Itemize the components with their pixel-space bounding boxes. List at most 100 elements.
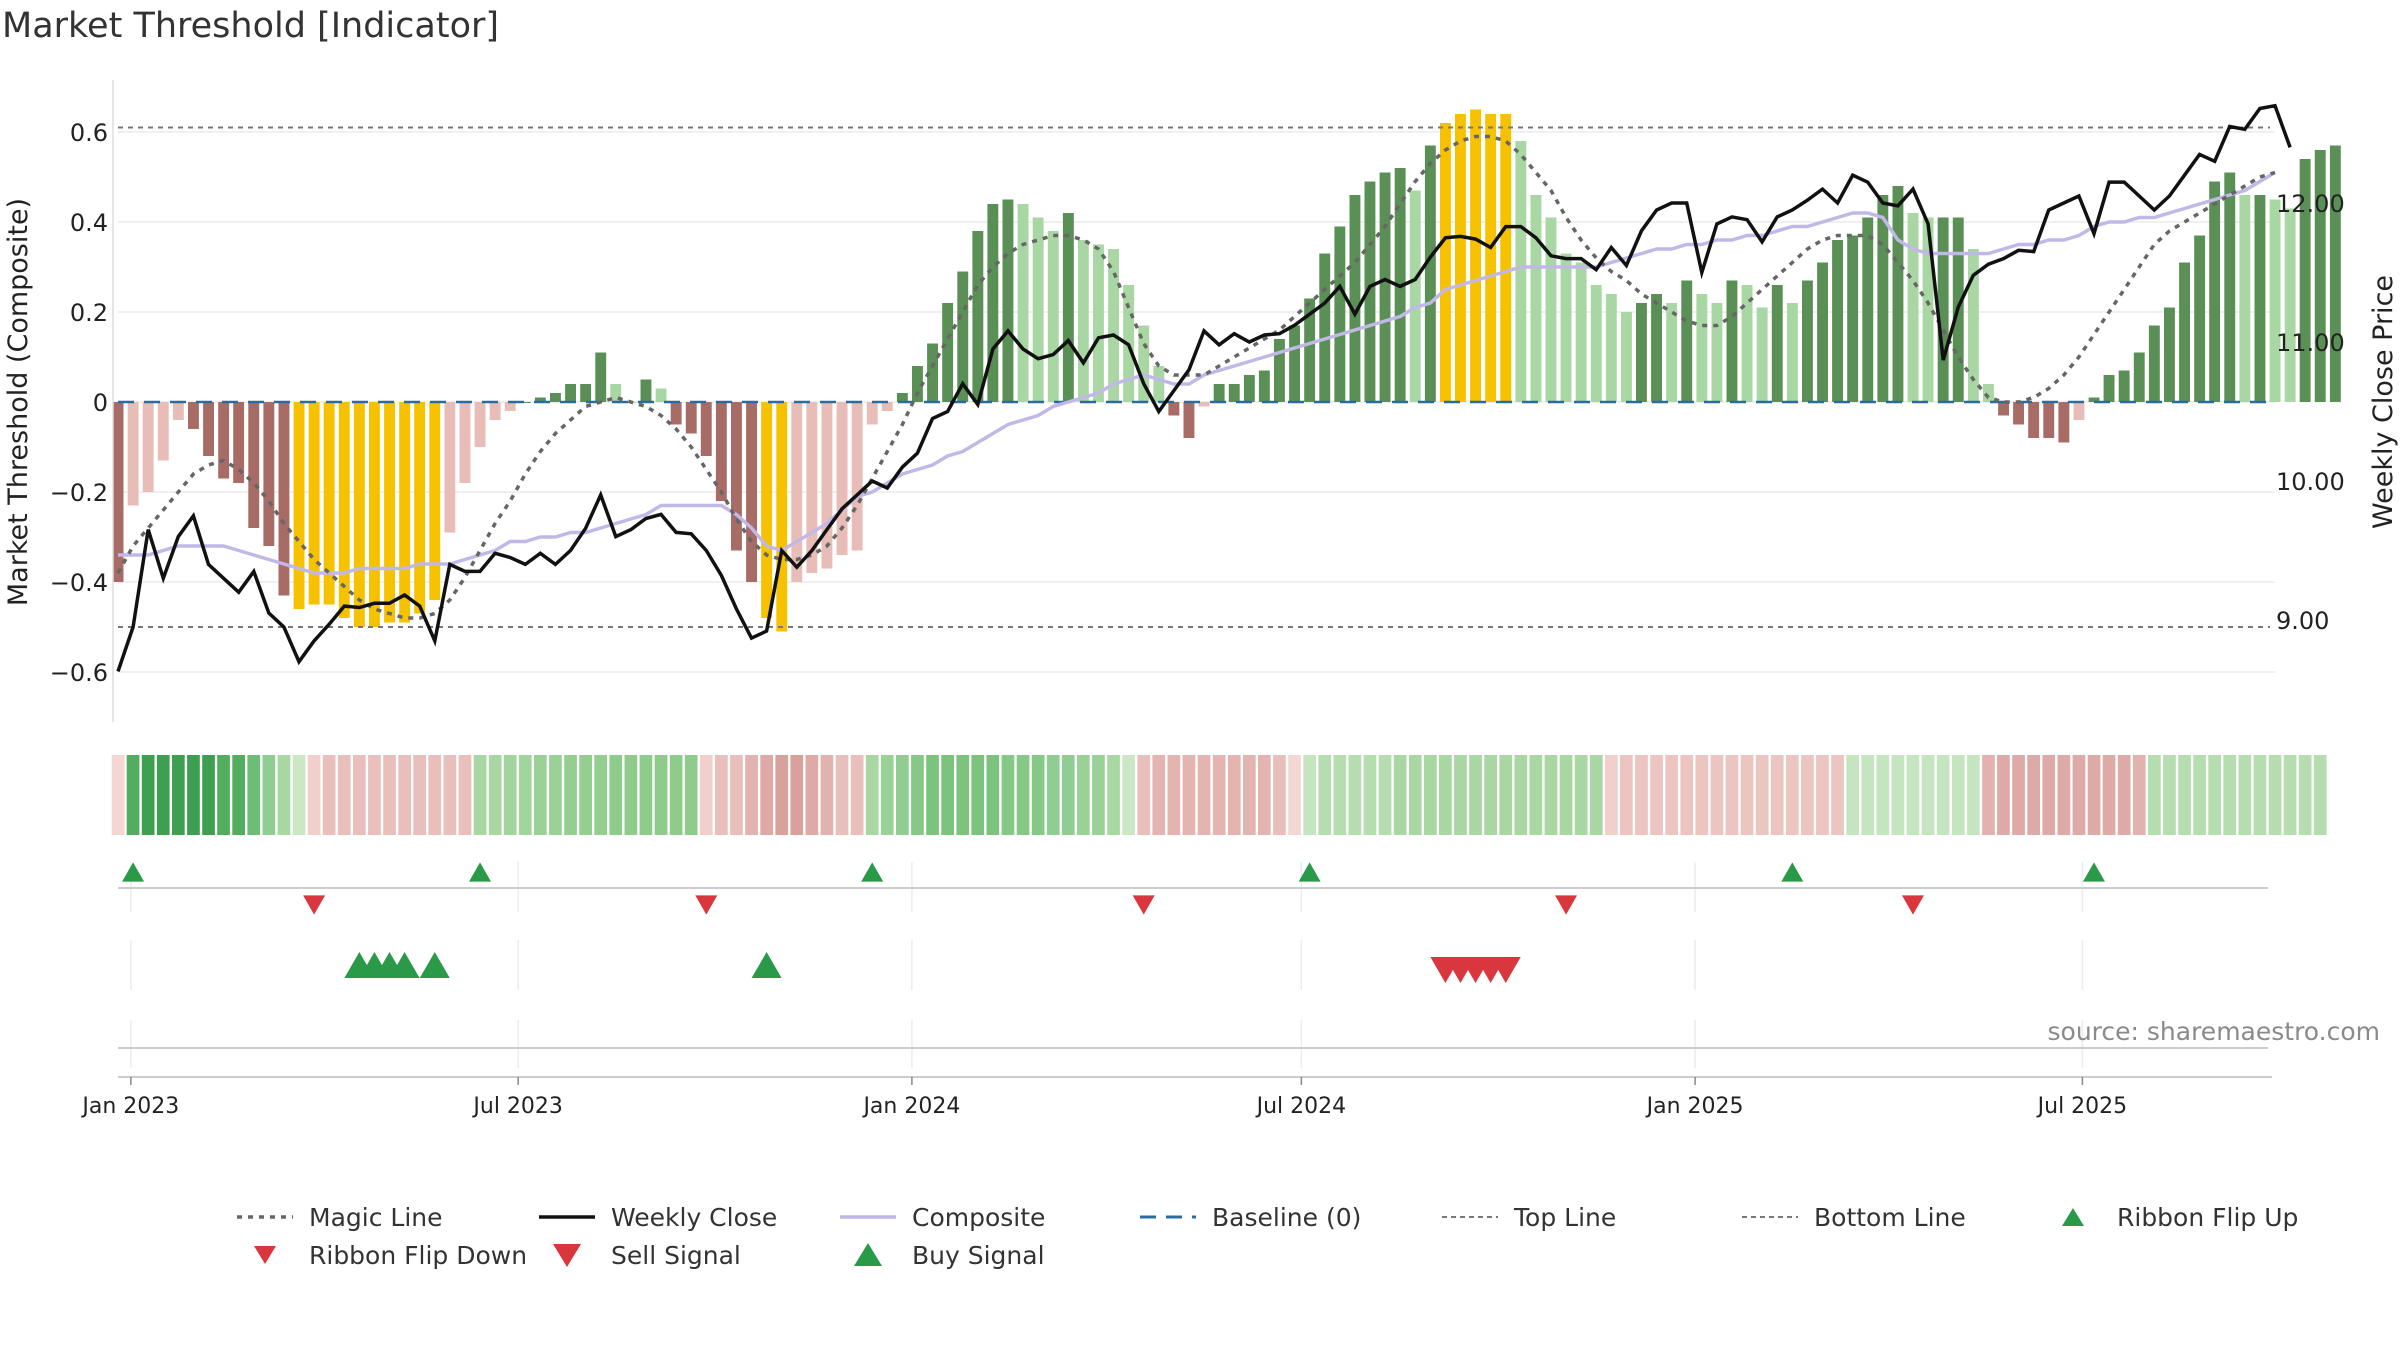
ribbon-cell (1031, 755, 1045, 835)
ribbon-cell (1665, 755, 1678, 835)
ribbon-flip-down-marker (1132, 895, 1155, 915)
ribbon-cell (1514, 755, 1528, 835)
ribbon-cell (1997, 755, 2010, 835)
ribbon-cell (1318, 755, 1332, 835)
ribbon-cell (1770, 755, 1784, 835)
ribbon-cell (1755, 755, 1769, 835)
ribbon-cell (1650, 755, 1663, 835)
ribbon-cell (896, 755, 909, 835)
composite-bar (821, 402, 833, 569)
ribbon-cell (1378, 755, 1392, 835)
ribbon-flip-down-marker (1555, 895, 1578, 915)
composite-bar (1062, 213, 1074, 402)
ribbon-cell (2087, 755, 2101, 835)
axes: 0.6 0.4 0.2 0 −0.2 −0.4 −0.6 12.00 11.00 10.00 9.0… (50, 80, 2345, 1119)
composite-bar (1802, 280, 1813, 402)
composite-bar (1093, 244, 1104, 402)
ribbon-cell (428, 755, 442, 835)
composite-bar (700, 402, 712, 456)
legend-item: Magic Line (235, 1200, 443, 1234)
ribbon-cell (2253, 755, 2267, 835)
y2-tick-label: 11.00 (2276, 329, 2345, 357)
page-title: Market Threshold [Indicator] (2, 6, 500, 46)
composite-bar (1666, 303, 1678, 402)
ribbon-cell (126, 755, 140, 835)
composite-bar (685, 402, 697, 434)
composite-bar (1696, 294, 1708, 402)
composite-bar (2314, 150, 2326, 402)
composite-bar (157, 402, 169, 461)
composite-bar (2073, 402, 2085, 420)
x-tick-label: Jul 2024 (1255, 1094, 1347, 1119)
ribbon-cell (262, 755, 276, 835)
legend-label: Sell Signal (611, 1240, 741, 1270)
composite-bar (2043, 402, 2055, 438)
composite-bar (1907, 213, 1919, 402)
composite-bar (1741, 285, 1753, 402)
ribbon-cell (1424, 755, 1437, 835)
ribbon-cell (1016, 755, 1030, 835)
ribbon-cell (458, 755, 472, 835)
composite-bar (2103, 375, 2115, 402)
ribbon-cell (111, 755, 125, 835)
composite-bar (942, 303, 954, 402)
composite-bar (1636, 303, 1647, 402)
composite-bar (429, 402, 441, 600)
composite-bar (1590, 285, 1602, 402)
ribbon-cell (2283, 755, 2297, 835)
legend-symbol (553, 1244, 581, 1267)
ribbon-cell (760, 755, 773, 835)
ribbon-cell (1182, 755, 1196, 835)
composite-bar (399, 402, 411, 623)
y-tick-label: −0.6 (50, 659, 108, 687)
composite-bar (1153, 366, 1165, 402)
ribbon-cell (2238, 755, 2252, 835)
composite-bar (1937, 217, 1949, 402)
ribbon-cell (398, 755, 411, 835)
y2-tick-label: 12.00 (2276, 190, 2345, 218)
composite-bar (142, 402, 154, 492)
composite-bar (1726, 280, 1738, 402)
legend-label: Ribbon Flip Down (309, 1240, 528, 1270)
ribbon-cell (684, 755, 698, 835)
x-tick-label: Jan 2024 (861, 1094, 960, 1119)
legend: Magic Line Weekly Close Composite Baseline … (0, 1200, 2400, 1280)
composite-bar (218, 402, 230, 479)
ribbon-cell (1046, 755, 1060, 835)
composite-bar (2164, 307, 2175, 402)
ribbon-cell (217, 755, 230, 835)
ribbon-cell (609, 755, 623, 835)
line-series (116, 103, 2292, 672)
composite-bar (565, 384, 576, 402)
composite-bar (1545, 217, 1557, 402)
ribbon-cell (2117, 755, 2131, 835)
composite-bar (444, 402, 456, 533)
ribbon-cell (1499, 755, 1513, 835)
composite-bar (1364, 181, 1376, 402)
composite-bar (2239, 195, 2251, 402)
ribbon-cell (1876, 755, 1890, 835)
composite-bar (1922, 217, 1934, 402)
ribbon-cell (579, 755, 592, 835)
composite-bar (1077, 240, 1089, 402)
legend-symbol (1742, 1216, 1798, 1218)
composite-bar (1183, 402, 1195, 438)
composite-bar (987, 204, 999, 402)
composite-bar (323, 402, 335, 605)
ribbon-cell (971, 755, 985, 835)
ribbon-cell (2148, 755, 2161, 835)
legend-marker (2062, 1208, 2084, 1226)
ribbon-cell (172, 755, 185, 835)
composite-bar (1304, 298, 1316, 402)
composite-bar (293, 402, 305, 609)
legend-marker (254, 1246, 276, 1264)
y-tick-label: 0 (93, 389, 108, 417)
composite-bar (1847, 235, 1859, 402)
composite-bar (248, 402, 260, 528)
composite-bar (1228, 384, 1240, 402)
ribbon-cell (790, 755, 804, 835)
ribbon-cell (1454, 755, 1467, 835)
composite-bar (866, 402, 878, 425)
ribbon-cell (1816, 755, 1829, 835)
ribbon-cell (1574, 755, 1588, 835)
